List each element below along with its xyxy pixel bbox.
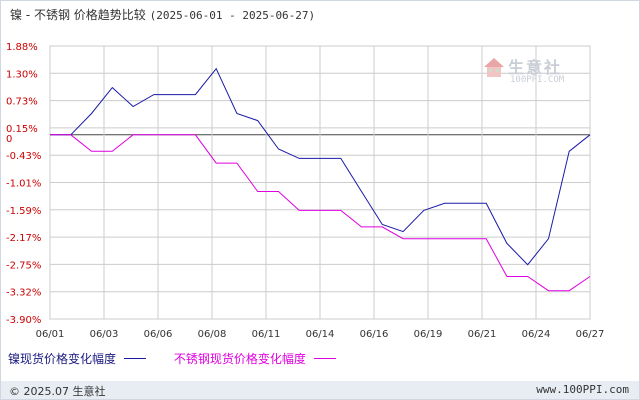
chart-title: 镍 - 不锈钢 价格趋势比较 (2025-06-01 - 2025-06-27) xyxy=(10,6,315,23)
footer-bar: © 2025.07 生意社 www.100PPI.com xyxy=(1,381,639,399)
y-tick-label: 0.15% xyxy=(6,124,38,135)
watermark: 生意社 100PPI.COM xyxy=(482,56,582,90)
chart-title-main: 镍 - 不锈钢 价格趋势比较 xyxy=(10,8,146,22)
legend-item-nickel: 镍现货价格变化幅度 xyxy=(8,350,147,367)
x-tick-label: 06/24 xyxy=(522,329,551,340)
x-tick-label: 06/19 xyxy=(414,329,443,340)
footer-copyright: © 2025.07 生意社 xyxy=(9,385,106,398)
y-tick-label: -2.75% xyxy=(6,260,41,271)
x-tick-label: 06/01 xyxy=(36,329,65,340)
chart-legend: 镍现货价格变化幅度 不锈钢现货价格变化幅度 xyxy=(8,350,360,366)
watermark-name: 生意社 xyxy=(508,58,563,77)
watermark-url: 100PPI.COM xyxy=(510,75,565,85)
legend-swatch-stainless xyxy=(313,358,336,359)
x-tick-label: 06/14 xyxy=(306,329,335,340)
legend-swatch-nickel xyxy=(124,358,147,359)
y-zero-label: 0 xyxy=(6,134,12,145)
y-tick-label: 0.73% xyxy=(6,97,38,108)
y-tick-label: -1.59% xyxy=(6,206,41,217)
x-tick-label: 06/08 xyxy=(198,329,227,340)
y-tick-label: -3.32% xyxy=(6,288,41,299)
x-tick-label: 06/11 xyxy=(252,329,281,340)
legend-label-stainless: 不锈钢现货价格变化幅度 xyxy=(173,352,306,366)
legend-item-stainless: 不锈钢现货价格变化幅度 xyxy=(174,350,336,367)
nickel-series-line xyxy=(50,67,591,266)
y-tick-label: 1.30% xyxy=(6,69,38,80)
footer-site-link[interactable]: www.100PPI.com xyxy=(536,383,629,396)
x-tick-label: 06/27 xyxy=(576,329,605,340)
y-tick-label: -1.01% xyxy=(6,179,41,190)
y-tick-label: -0.43% xyxy=(6,151,41,162)
x-tick-label: 06/06 xyxy=(144,329,173,340)
chart-title-range: (2025-06-01 - 2025-06-27) xyxy=(149,9,316,22)
x-tick-label: 06/03 xyxy=(90,329,119,340)
y-tick-label: -2.17% xyxy=(6,233,41,244)
house-logo-icon xyxy=(484,58,504,77)
x-tick-label: 06/21 xyxy=(468,329,497,340)
stainless-series-line xyxy=(50,134,591,292)
x-tick-label: 06/16 xyxy=(360,329,389,340)
legend-label-nickel: 镍现货价格变化幅度 xyxy=(8,352,117,366)
y-tick-label: -3.90% xyxy=(6,315,41,326)
y-tick-label: 1.88% xyxy=(6,42,38,53)
